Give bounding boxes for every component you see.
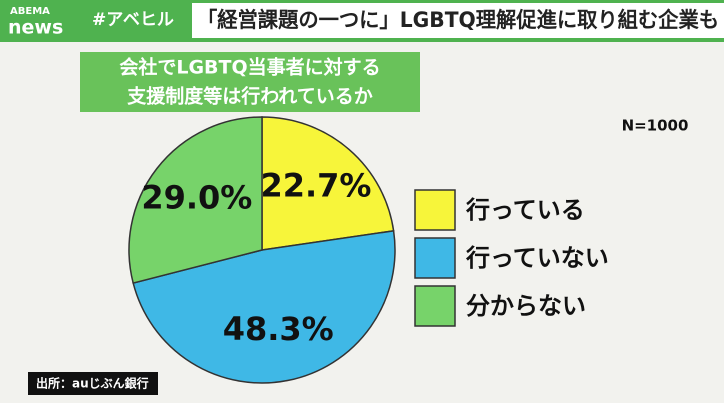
- legend-swatch: [414, 189, 456, 231]
- title-box: [80, 52, 420, 112]
- headline: 「経営課題の一つに」LGBTQ理解促進に取り組む企業も: [197, 8, 719, 32]
- logo-bottom: news: [8, 17, 63, 39]
- legend-swatch: [414, 237, 456, 279]
- pie-slice: [132, 229, 396, 384]
- source-box: [28, 372, 158, 395]
- chart-title: 支援制度等は行われているか: [126, 85, 372, 108]
- pie-slice: [261, 116, 395, 251]
- logo-top: ABEMA: [10, 6, 50, 17]
- value-label: 48.3%: [223, 310, 334, 348]
- legend-label: 行っていない: [465, 244, 609, 272]
- value-label: 29.0%: [141, 178, 252, 216]
- legend-label: 分からない: [466, 292, 586, 320]
- chart-title: 会社でLGBTQ当事者に対する: [119, 56, 380, 79]
- value-label: 22.7%: [260, 167, 371, 205]
- tag: #アベヒル: [92, 10, 174, 30]
- legend-swatch: [414, 285, 456, 327]
- legend-label: 行っている: [465, 196, 585, 224]
- headline-box: [192, 3, 724, 38]
- sample-note: N=1000: [622, 117, 689, 135]
- source: 出所：auじぶん銀行: [36, 376, 149, 391]
- pie-slice: [128, 116, 263, 284]
